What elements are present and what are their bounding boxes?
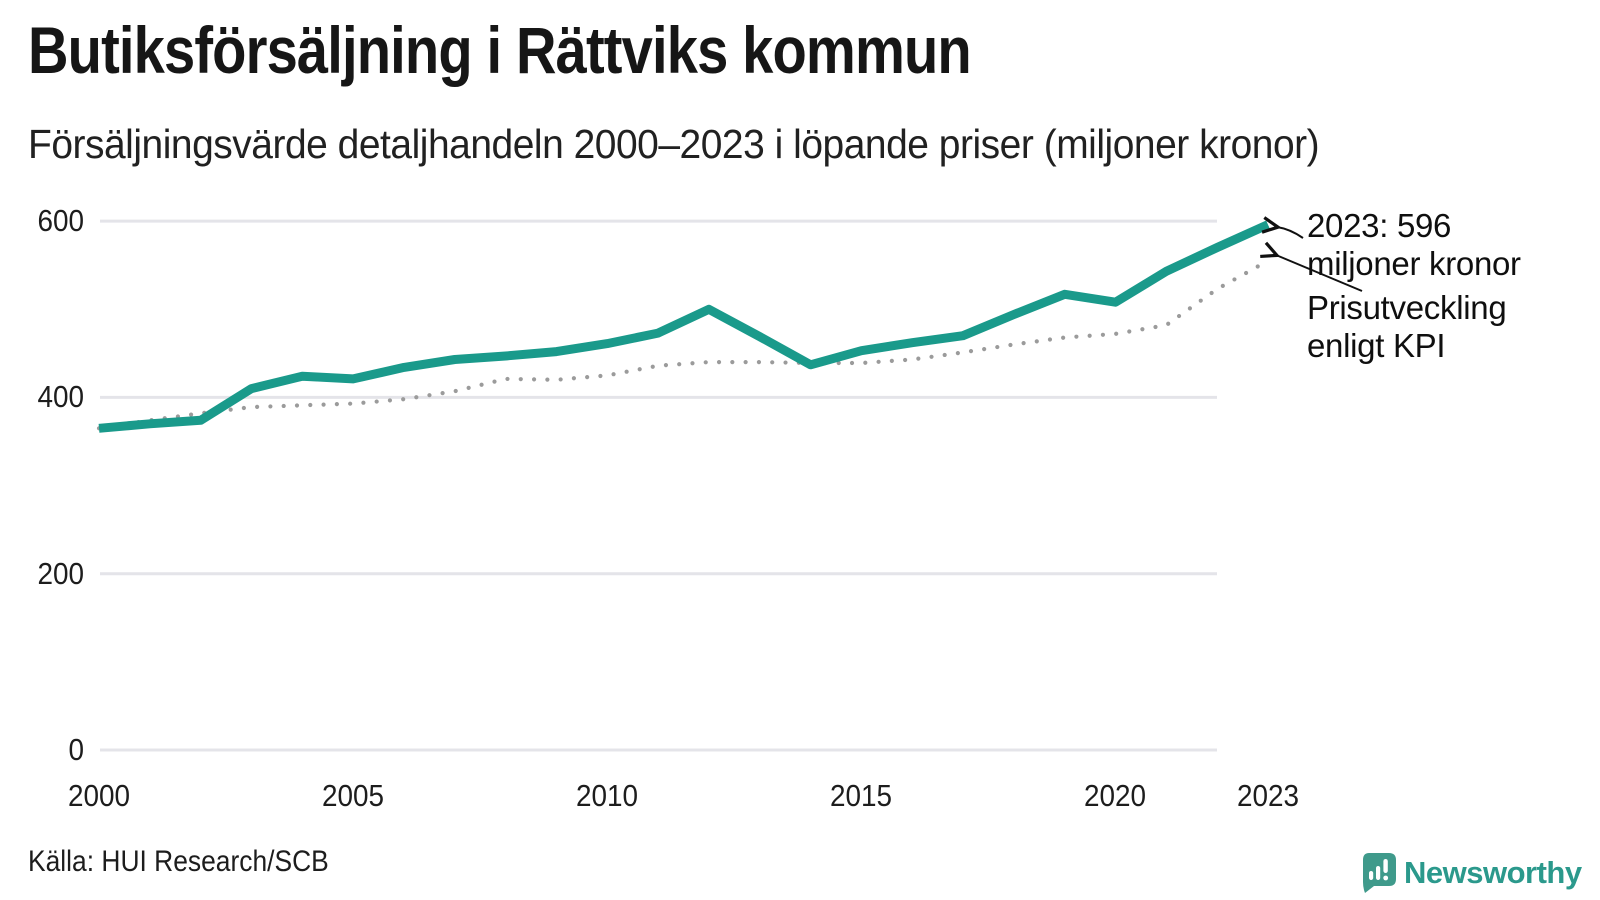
y-tick-400: 400 — [37, 379, 84, 414]
gridlines — [100, 219, 1217, 752]
annotation-kpi-line2: enligt KPI — [1307, 326, 1446, 364]
annotation-kpi-line1: Prisutveckling — [1307, 289, 1507, 326]
newsworthy-logo — [1360, 852, 1400, 894]
y-tick-200: 200 — [37, 556, 84, 591]
x-tick-2015: 2015 — [829, 778, 893, 813]
annotation-sales-value: 2023: 596 miljoner kronor — [1307, 207, 1521, 282]
x-tick-2005: 2005 — [321, 778, 385, 813]
x-tick-2020: 2020 — [1083, 778, 1147, 813]
x-tick-2023: 2023 — [1236, 778, 1300, 813]
chart-subtitle: Försäljningsvärde detaljhandeln 2000–202… — [28, 121, 1320, 167]
annotation-arrow-kpi — [1276, 255, 1363, 292]
x-tick-2000: 2000 — [67, 778, 131, 813]
annotation-arrow-sales — [1277, 227, 1304, 239]
kpi-line — [96, 258, 1271, 431]
annotation-kpi-label: Prisutveckling enligt KPI — [1307, 289, 1507, 364]
page-title: Butiksförsäljning i Rättviks kommun — [28, 13, 972, 87]
newsworthy-wordmark: Newsworthy — [1404, 855, 1582, 890]
annotation-sales-line1: 2023: 596 — [1307, 207, 1452, 244]
x-tick-2010: 2010 — [575, 778, 639, 813]
annotation-sales-line2: miljoner kronor — [1307, 244, 1521, 282]
y-tick-600: 600 — [37, 203, 84, 238]
newsworthy-badge-icon — [1363, 853, 1396, 893]
sales-line — [98, 220, 1270, 433]
source-note: Källa: HUI Research/SCB — [28, 845, 329, 878]
y-tick-0: 0 — [68, 732, 84, 767]
